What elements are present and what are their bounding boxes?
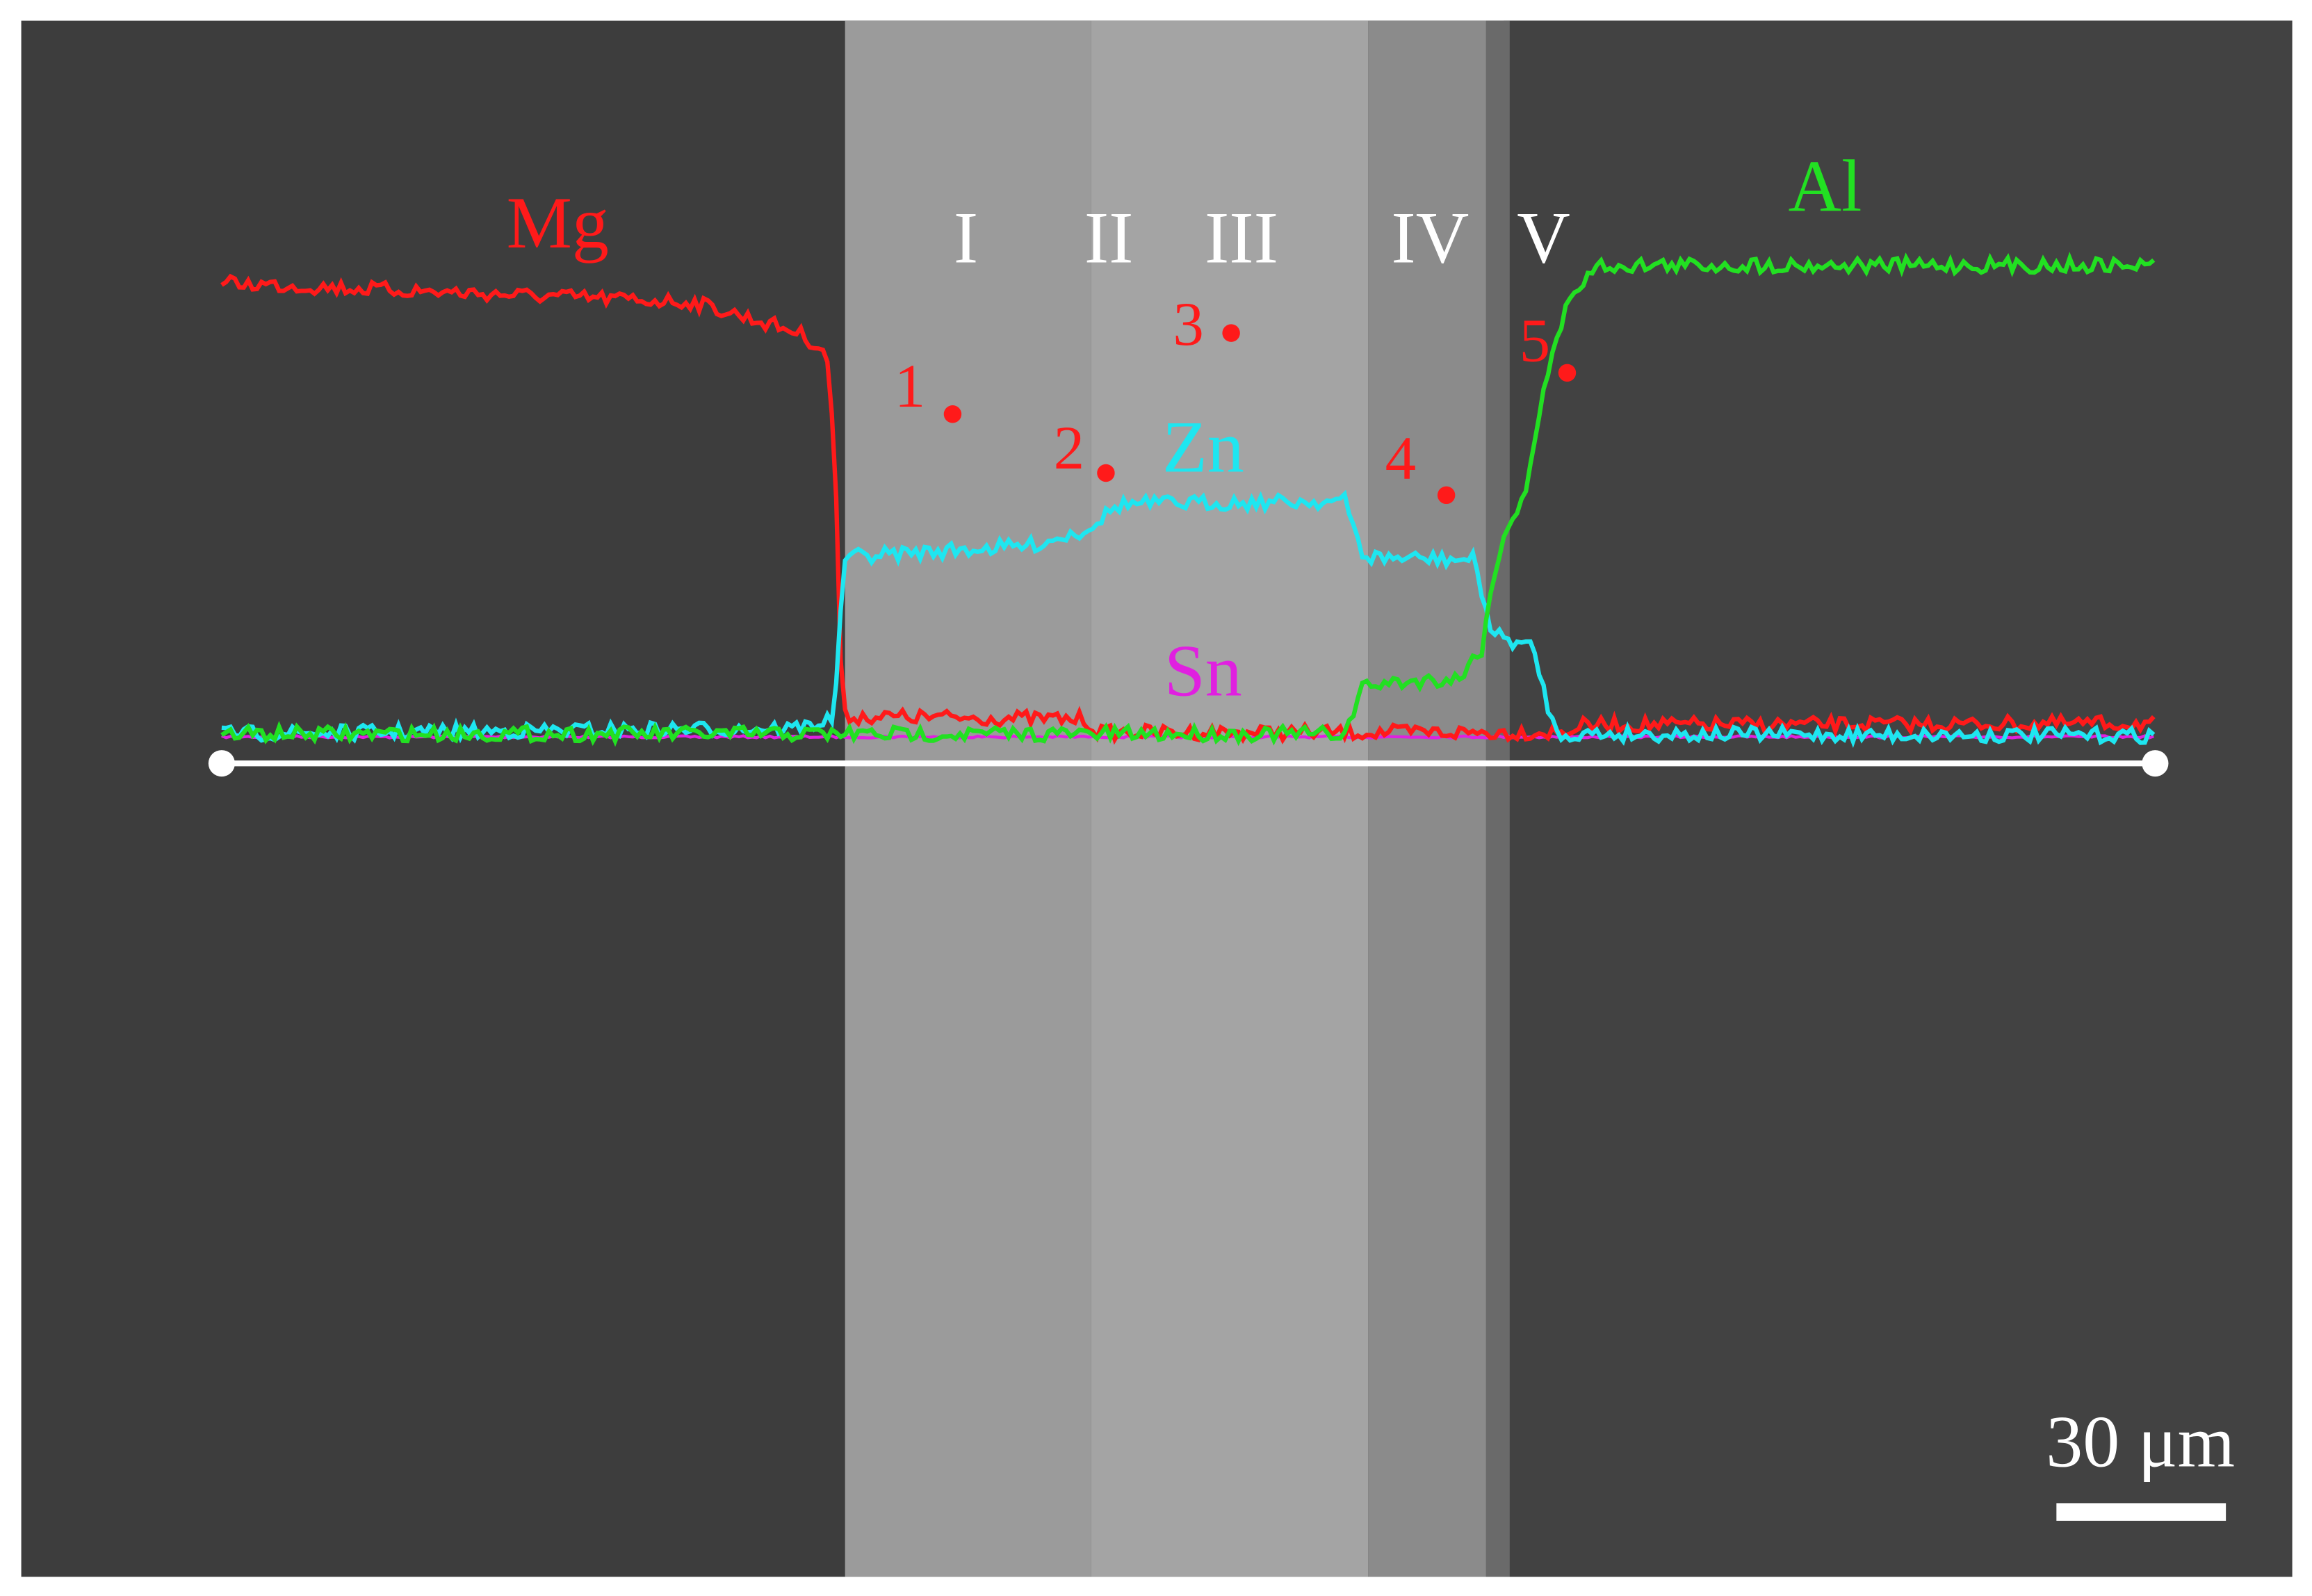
point-label: 3 — [1173, 291, 1204, 359]
line-scan — [220, 252, 2156, 749]
scale-bar-label: 30 μm — [2046, 1401, 2235, 1482]
zone-2-3 — [1091, 20, 1369, 1577]
element-label: Al — [1788, 145, 1862, 227]
zone-label: V — [1517, 197, 1570, 278]
element-label: Mg — [507, 182, 609, 263]
zone-label: III — [1205, 197, 1278, 278]
point-marker — [1558, 364, 1577, 382]
scan-end — [2142, 750, 2169, 777]
point-marker — [1097, 464, 1115, 482]
point-label: 5 — [1520, 307, 1551, 375]
point-label: 1 — [895, 352, 926, 421]
zone-label: II — [1084, 197, 1134, 278]
scan-start — [208, 750, 235, 777]
zone-label: IV — [1391, 197, 1469, 278]
element-label: Zn — [1162, 406, 1244, 487]
al-substrate — [1504, 20, 2293, 1577]
zone-5 — [1485, 20, 1510, 1577]
zone-1 — [845, 20, 1091, 1577]
point-marker — [943, 405, 962, 423]
point-label: 4 — [1385, 425, 1417, 493]
profile-curve — [220, 273, 2156, 745]
profile-curve — [220, 252, 2156, 747]
zone-label: I — [954, 197, 978, 278]
zone-4 — [1368, 20, 1486, 1577]
element-label: Sn — [1164, 630, 1242, 712]
profile-curve — [221, 489, 2156, 749]
point-marker — [1437, 486, 1456, 505]
scale-bar — [2056, 1503, 2226, 1521]
point-marker — [1222, 324, 1240, 342]
point-label: 2 — [1054, 414, 1085, 482]
